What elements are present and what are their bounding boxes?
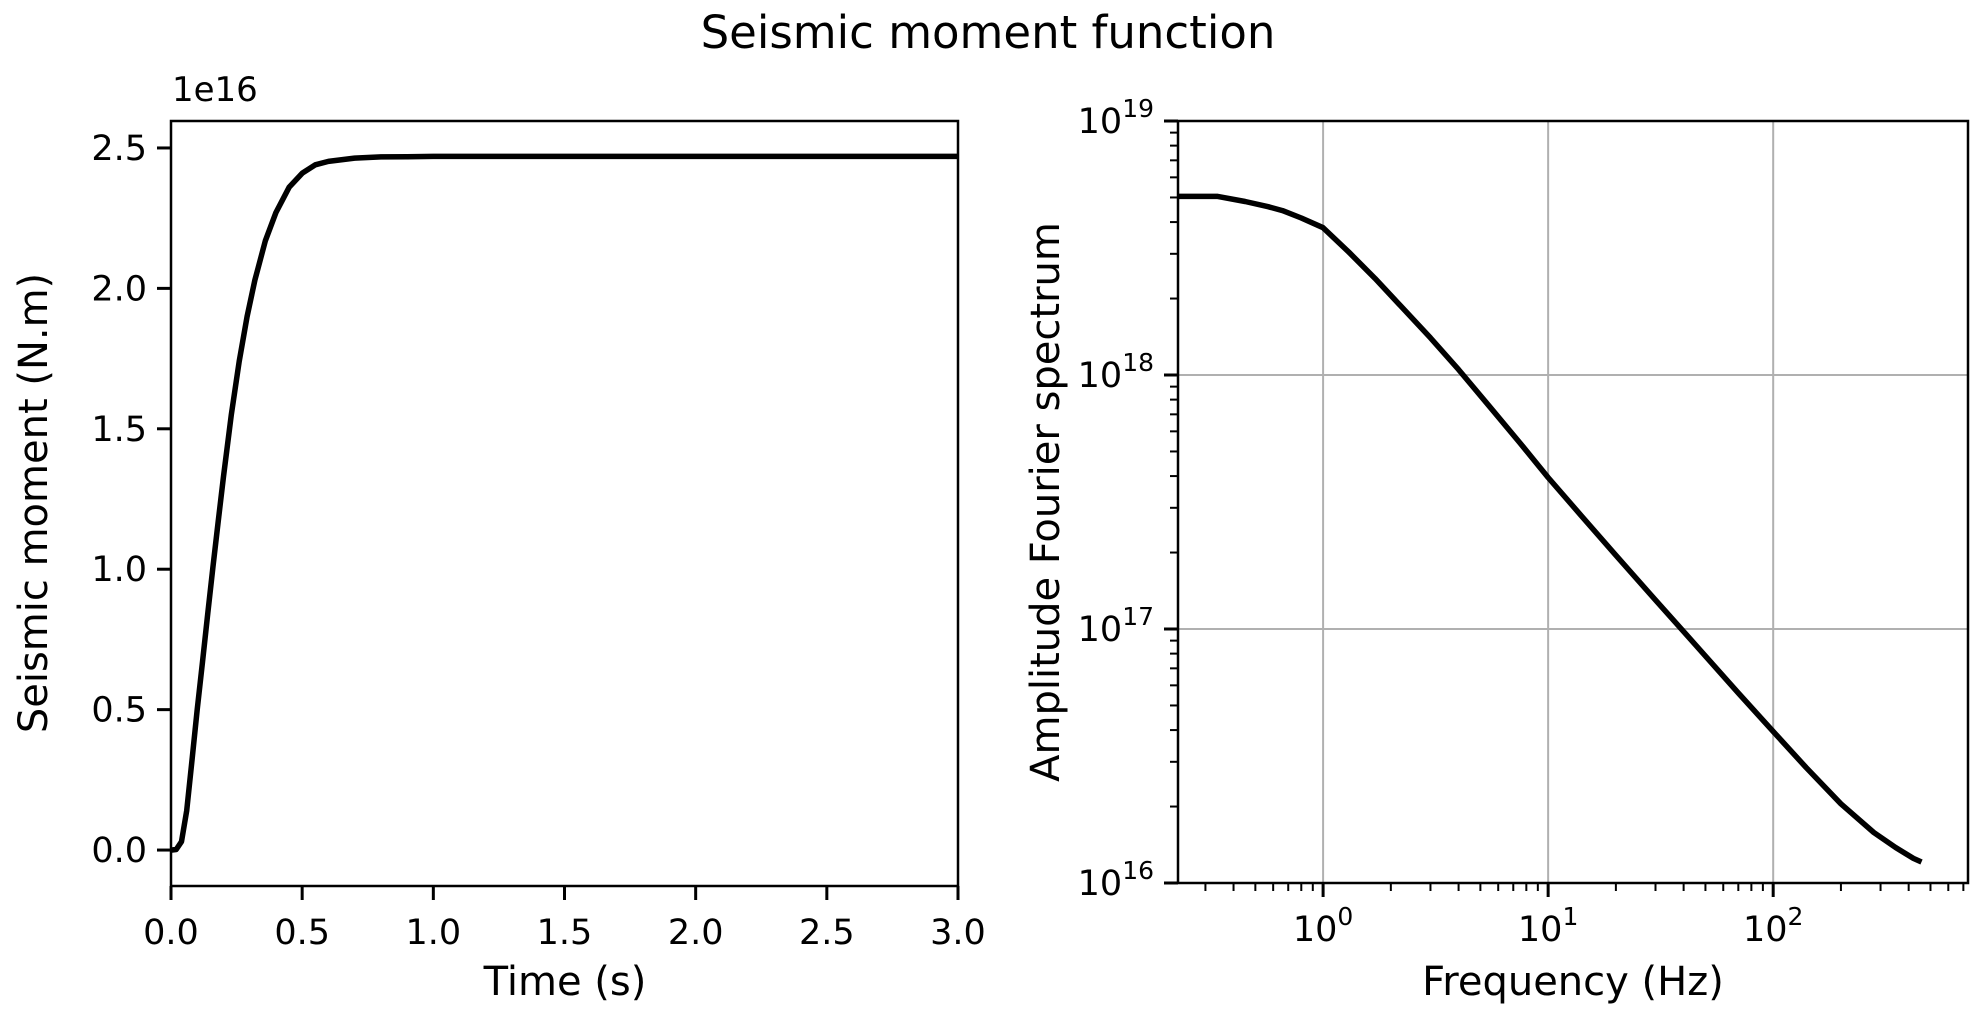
amplitude-fourier-spectrum-curve: [1178, 193, 1923, 865]
x-tick-label: 2.5: [799, 913, 855, 953]
x-tick-label: 0.0: [143, 913, 199, 953]
x-tick-label: 2.0: [668, 913, 724, 953]
right-xaxis-label: Frequency (Hz): [1422, 959, 1724, 1005]
figure-title: Seismic moment function: [700, 6, 1276, 59]
y-tick-label: 0.0: [91, 831, 147, 871]
ticks: 0.0 0.5 1.0 1.5 2.0 2.5 3.0 0.0 0.5 1.0 1.5 2.0 2.5: [91, 129, 986, 953]
right-yaxis-label: Amplitude Fourier spectrum: [1023, 222, 1069, 782]
x-tick-label: 100: [1293, 902, 1353, 950]
y-tick-label: 0.5: [91, 691, 147, 731]
x-tick-label: 1.5: [537, 913, 593, 953]
x-tick-label: 102: [1743, 902, 1803, 950]
y-axis-offset-text: 1e16: [172, 70, 258, 110]
left-plot: 0.0 0.5 1.0 1.5 2.0 2.5 3.0 0.0 0.5 1.0 1.5 2.0 2.5: [91, 119, 986, 953]
y-tick-label: 1018: [1078, 348, 1154, 396]
axes-spines: [169, 119, 960, 888]
axes-spines: [1176, 119, 1970, 885]
x-tick-label: 0.5: [274, 913, 330, 953]
y-tick-label: 1019: [1078, 94, 1154, 142]
seismic-moment-function-curve: [170, 153, 958, 853]
y-tick-label: 1.5: [91, 410, 147, 450]
x-tick-label: 3.0: [930, 913, 986, 953]
left-xaxis-label: Time (s): [483, 959, 647, 1005]
x-tick-label: 1.0: [405, 913, 461, 953]
y-tick-label: 1017: [1078, 602, 1154, 650]
x-tick-label: 101: [1518, 902, 1578, 950]
y-tick-label: 1016: [1078, 856, 1154, 904]
y-tick-label: 2.0: [91, 269, 147, 309]
right-plot: 100 101 102 1016 1017 1018 1019: [1078, 94, 1970, 950]
left-yaxis-label: Seismic moment (N.m): [11, 272, 57, 734]
y-tick-label: 1.0: [91, 550, 147, 590]
ticks: 100 101 102 1016 1017 1018 1019: [1078, 94, 1965, 950]
y-tick-label: 2.5: [91, 129, 147, 169]
